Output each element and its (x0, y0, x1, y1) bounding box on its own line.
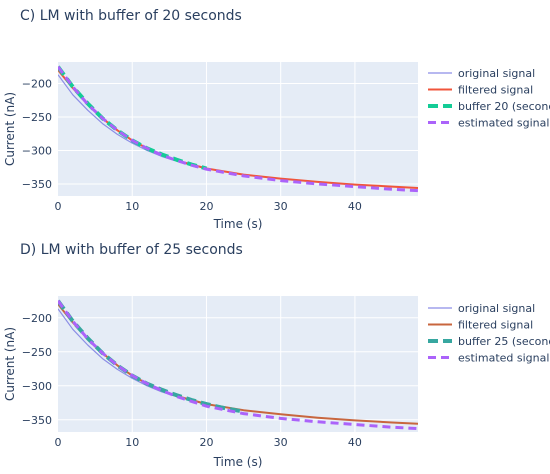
x-tick-label: 10 (125, 436, 139, 449)
y-tick-label: −200 (22, 312, 52, 325)
legend-label: original signal (458, 302, 535, 315)
chart-panel-c: C) LM with buffer of 20 seconds 0 10 20 30 40… (3, 8, 550, 231)
legend: original signal filtered signal buffer 20 … (428, 67, 550, 130)
x-tick-label: 30 (274, 200, 288, 213)
legend-label: filtered signal (458, 319, 533, 332)
y-tick-label: −200 (22, 77, 52, 90)
legend-label: filtered signal (458, 84, 533, 97)
y-axis-label: Current (nA) (3, 92, 17, 166)
x-tick-label: 40 (348, 200, 362, 213)
x-tick-label: 40 (348, 436, 362, 449)
x-tick-label: 30 (274, 436, 288, 449)
y-tick-label: −250 (22, 111, 52, 124)
y-tick-label: −300 (22, 380, 52, 393)
x-tick-label: 0 (55, 436, 62, 449)
y-tick-label: −300 (22, 144, 52, 157)
y-tick-label: −350 (22, 178, 52, 191)
x-tick-label: 20 (199, 436, 213, 449)
x-tick-label: 10 (125, 200, 139, 213)
series-group (58, 65, 418, 193)
x-tick-label: 0 (55, 200, 62, 213)
y-tick-label: −250 (22, 346, 52, 359)
plot-area (58, 62, 418, 196)
legend: original signal filtered signal buffer 25 … (428, 302, 550, 365)
x-tick-label: 20 (199, 200, 213, 213)
legend-label: original signal (458, 67, 535, 80)
series-group (58, 299, 418, 431)
chart-title: C) LM with buffer of 20 seconds (20, 8, 242, 24)
legend-label: buffer 25 (seconds) (458, 335, 550, 348)
chart-panel-d: D) LM with buffer of 25 seconds 0 10 20 30 40… (3, 242, 550, 469)
legend-label: buffer 20 (seconds) (458, 100, 550, 113)
y-tick-label: −350 (22, 414, 52, 427)
legend-label: estimated sginal (458, 117, 549, 130)
chart-title: D) LM with buffer of 25 seconds (20, 242, 243, 258)
x-axis-label: Time (s) (213, 455, 263, 469)
x-axis-label: Time (s) (213, 217, 263, 231)
y-axis-label: Current (nA) (3, 327, 17, 401)
legend-label: estimated signal (458, 352, 549, 365)
